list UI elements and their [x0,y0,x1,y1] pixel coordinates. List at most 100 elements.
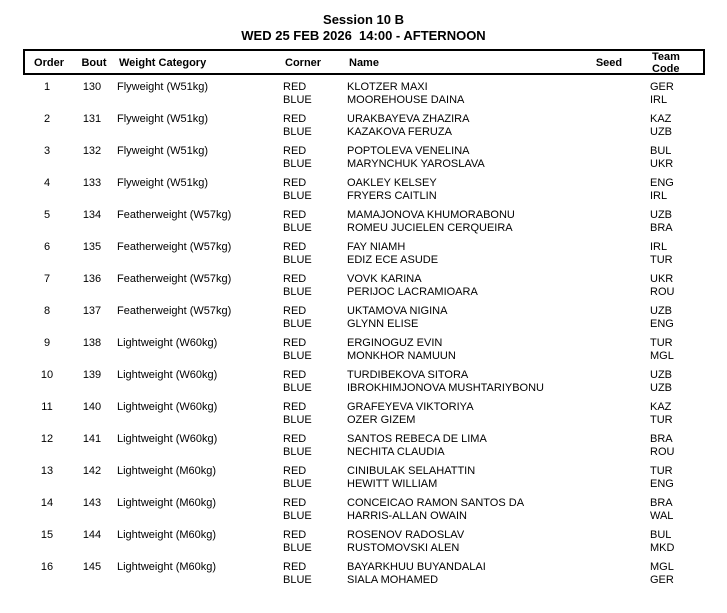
bout-number-cell: 134 [82,209,102,221]
blue-corner-label: BLUE [283,478,312,490]
red-athlete-name: POPTOLEVA VENELINA [347,145,470,157]
session-title: Session 10 B [323,12,404,27]
order-cell: 1 [43,81,51,93]
table-row: 4 133 Flyweight (W51kg) RED BLUE OAKLEY … [23,177,705,209]
name-cell: SANTOS REBECA DE LIMA NECHITA CLAUDIA [347,433,577,465]
table-header-row: Order Bout Weight Category Corner Name S… [23,49,705,75]
corner-cell: RED BLUE [280,497,347,529]
order-cell: 2 [43,113,51,125]
weight-category-cell: Flyweight (W51kg) [117,113,209,125]
blue-team-code: ROU [650,286,675,298]
red-team-code: UZB [650,369,672,381]
red-athlete-name: BAYARKHUU BUYANDALAI [347,561,486,573]
red-team-code: BRA [650,497,673,509]
corner-cell: RED BLUE [280,433,347,465]
red-corner-label: RED [283,81,307,93]
seed-cell [577,497,637,529]
team-code-cell: BUL MKD [637,529,705,561]
order-cell: 4 [43,177,51,189]
red-athlete-name: TURDIBEKOVA SITORA [347,369,469,381]
name-cell: OAKLEY KELSEY FRYERS CAITLIN [347,177,577,209]
team-code-cell: MGL GER [637,561,705,593]
bout-number-cell: 145 [82,561,102,573]
name-cell: FAY NIAMH EDIZ ECE ASUDE [347,241,577,273]
red-seed [577,305,637,318]
team-code-cell: GER IRL [637,81,705,113]
corner-cell: RED BLUE [280,113,347,145]
red-seed [577,81,637,94]
blue-seed [577,222,637,235]
red-athlete-name: GRAFEYEVA VIKTORIYA [347,401,474,413]
corner-cell: RED BLUE [280,561,347,593]
blue-team-code: IRL [650,94,668,106]
seed-cell [577,177,637,209]
name-cell: MAMAJONOVA KHUMORABONU ROMEU JUCIELEN CE… [347,209,577,241]
blue-team-code: TUR [650,254,673,266]
weight-category-cell: Flyweight (W51kg) [117,81,209,93]
name-cell: UKTAMOVA NIGINA GLYNN ELISE [347,305,577,337]
blue-team-code: ENG [650,318,674,330]
table-row: 6 135 Featherweight (W57kg) RED BLUE FAY… [23,241,705,273]
blue-seed [577,318,637,331]
seed-cell [577,337,637,369]
seed-cell [577,81,637,113]
blue-athlete-name: MOOREHOUSE DAINA [347,94,465,106]
blue-athlete-name: EDIZ ECE ASUDE [347,254,439,266]
name-cell: ROSENOV RADOSLAV RUSTOMOVSKI ALEN [347,529,577,561]
blue-corner-label: BLUE [283,414,312,426]
name-cell: GRAFEYEVA VIKTORIYA OZER GIZEM [347,401,577,433]
corner-cell: RED BLUE [280,145,347,177]
red-team-code: BRA [650,433,673,445]
bout-number-cell: 135 [82,241,102,253]
table-row: 2 131 Flyweight (W51kg) RED BLUE URAKBAY… [23,113,705,145]
corner-cell: RED BLUE [280,369,347,401]
bout-number-cell: 140 [82,401,102,413]
blue-seed [577,414,637,427]
corner-cell: RED BLUE [280,177,347,209]
weight-category-cell: Featherweight (W57kg) [117,241,232,253]
seed-cell [577,561,637,593]
name-cell: CINIBULAK SELAHATTIN HEWITT WILLIAM [347,465,577,497]
table-row: 13 142 Lightweight (M60kg) RED BLUE CINI… [23,465,705,497]
blue-team-code: MKD [650,542,675,554]
red-seed [577,433,637,446]
blue-seed [577,190,637,203]
blue-team-code: ENG [650,478,674,490]
bout-number-cell: 143 [82,497,102,509]
session-datetime: WED 25 FEB 2026 14:00 - AFTERNOON [241,28,486,43]
blue-corner-label: BLUE [283,318,312,330]
table-row: 1 130 Flyweight (W51kg) RED BLUE KLOTZER… [23,81,705,113]
table-row: 10 139 Lightweight (W60kg) RED BLUE TURD… [23,369,705,401]
table-row: 8 137 Featherweight (W57kg) RED BLUE UKT… [23,305,705,337]
corner-cell: RED BLUE [280,305,347,337]
weight-category-cell: Lightweight (M60kg) [117,497,217,509]
weight-category-cell: Featherweight (W57kg) [117,305,232,317]
weight-category-cell: Flyweight (W51kg) [117,145,209,157]
weight-category-cell: Lightweight (W60kg) [117,433,218,445]
blue-corner-label: BLUE [283,222,312,234]
name-cell: VOVK KARINA PERIJOC LACRAMIOARA [347,273,577,305]
table-row: 3 132 Flyweight (W51kg) RED BLUE POPTOLE… [23,145,705,177]
blue-athlete-name: PERIJOC LACRAMIOARA [347,286,478,298]
blue-corner-label: BLUE [283,286,312,298]
bout-number-cell: 130 [82,81,102,93]
corner-cell: RED BLUE [280,81,347,113]
red-team-code: BUL [650,529,672,541]
seed-cell [577,145,637,177]
red-corner-label: RED [283,337,307,349]
column-header-corner: Corner [285,57,322,69]
blue-corner-label: BLUE [283,254,312,266]
blue-athlete-name: RUSTOMOVSKI ALEN [347,542,460,554]
table-row: 15 144 Lightweight (M60kg) RED BLUE ROSE… [23,529,705,561]
red-athlete-name: KLOTZER MAXI [347,81,428,93]
team-code-cell: TUR MGL [637,337,705,369]
name-cell: CONCEICAO RAMON SANTOS DA HARRIS-ALLAN O… [347,497,577,529]
red-team-code: UZB [650,305,672,317]
bout-number-cell: 144 [82,529,102,541]
bout-number-cell: 137 [82,305,102,317]
blue-athlete-name: KAZAKOVA FERUZA [347,126,452,138]
table-row: 7 136 Featherweight (W57kg) RED BLUE VOV… [23,273,705,305]
red-team-code: IRL [650,241,668,253]
red-corner-label: RED [283,369,307,381]
